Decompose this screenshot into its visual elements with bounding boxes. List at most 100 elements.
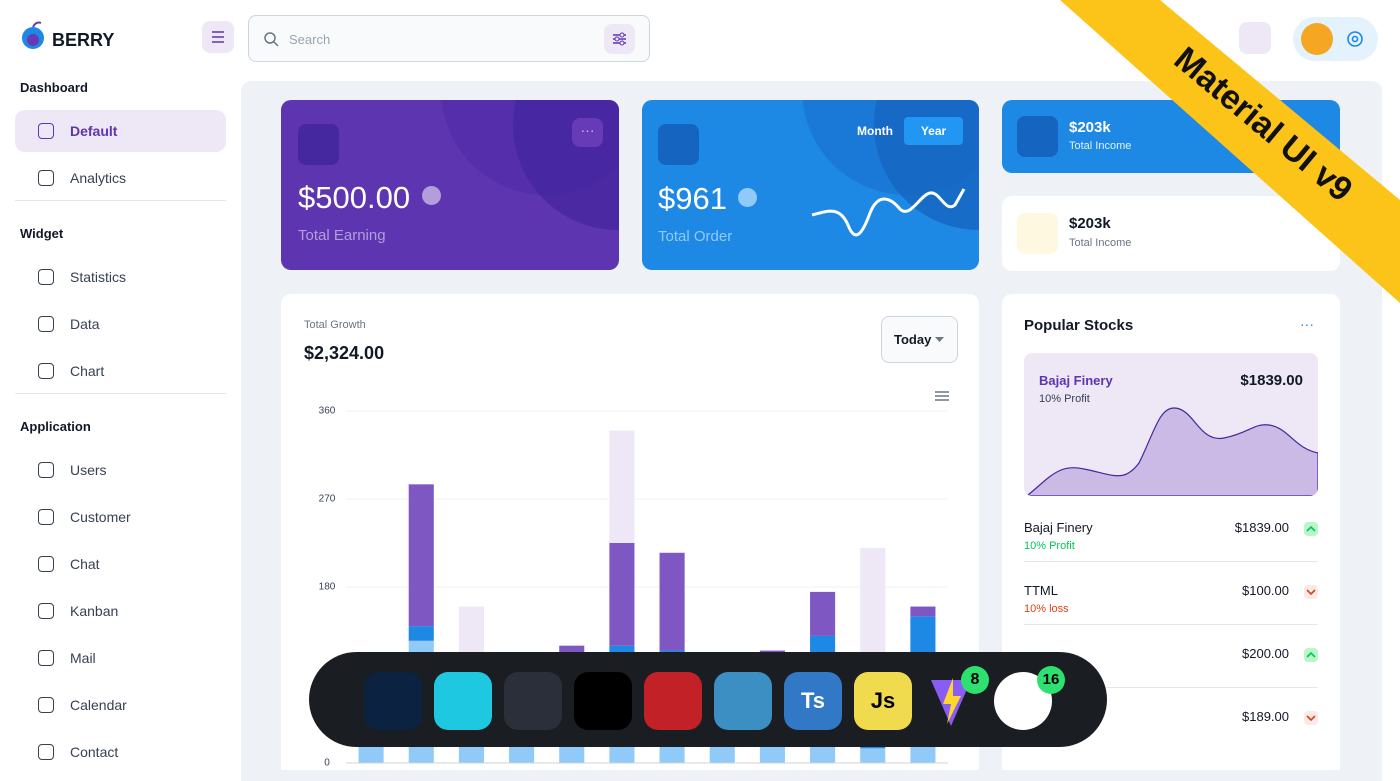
tech-dock: Ts Js 8 16 [309, 652, 1107, 747]
nav-item[interactable]: Contact [15, 731, 226, 773]
divider [15, 200, 226, 201]
badge: 8 [961, 666, 989, 694]
divider [15, 393, 226, 394]
income-label: Total Income [1069, 140, 1132, 152]
nav-label: Chart [70, 363, 105, 379]
filter-button[interactable] [604, 24, 635, 54]
stock-price: $100.00 [1242, 583, 1289, 598]
stock-change: 10% loss [1024, 603, 1069, 615]
nav-label: Users [70, 462, 107, 478]
chart-menu[interactable] [935, 391, 949, 401]
order-badge [738, 188, 757, 207]
bar-segment [860, 748, 886, 763]
stock-change: 10% Profit [1024, 540, 1075, 552]
period-select[interactable]: Today [881, 316, 958, 363]
stock-price: $189.00 [1242, 709, 1289, 724]
nav-icon [38, 650, 54, 666]
section-title: Dashboard [20, 80, 88, 95]
trend-badge [1304, 648, 1318, 662]
nav-icon [38, 697, 54, 713]
sidebar: Dashboard Default Analytics Widget Statistic… [0, 80, 240, 770]
react-icon [434, 672, 492, 730]
bar-segment [609, 543, 635, 646]
figma-icon [574, 672, 632, 730]
featured-price: $1839.00 [1240, 372, 1303, 389]
typescript-icon: Ts [784, 672, 842, 730]
order-value: $961 [658, 181, 727, 216]
order-icon [658, 124, 699, 165]
nav-item[interactable]: Analytics [15, 157, 226, 199]
nav-label: Analytics [70, 170, 127, 186]
income-label: Total Income [1069, 237, 1132, 249]
nav-icon [38, 744, 54, 760]
income-value: $203k [1069, 119, 1111, 136]
bar-segment [609, 430, 635, 543]
year-tab[interactable]: Year [904, 117, 963, 145]
menu-button[interactable] [202, 21, 234, 53]
income-card: $203k Total Income [1002, 196, 1340, 271]
nav-icon [38, 269, 54, 285]
featured-area [1027, 407, 1318, 496]
nav-label: Data [70, 316, 100, 332]
npm-icon [644, 672, 702, 730]
earning-icon [298, 124, 339, 165]
earning-card: ··· $500.00 Total Earning [281, 100, 619, 270]
stocks-title: Popular Stocks [1024, 317, 1134, 334]
badge: 16 [1037, 666, 1065, 694]
nav-item[interactable]: Mail [15, 637, 226, 679]
row-divider [1024, 561, 1318, 562]
nav-item[interactable]: Statistics [15, 256, 226, 298]
nav-item[interactable]: Chat [15, 543, 226, 585]
profile-button[interactable] [1293, 17, 1378, 61]
bar-segment [408, 484, 434, 627]
earning-label: Total Earning [298, 227, 386, 244]
y-tick-label: 0 [324, 758, 330, 769]
section-title: Widget [20, 226, 64, 241]
featured-change: 10% Profit [1039, 393, 1090, 405]
nav-item[interactable]: Default [15, 110, 226, 152]
income-card: $203k Total Income [1002, 100, 1340, 173]
stock-price: $200.00 [1242, 646, 1289, 661]
react-dark-icon [504, 672, 562, 730]
nav-item[interactable]: Data [15, 303, 226, 345]
javascript-icon: Js [854, 672, 912, 730]
nav-item[interactable]: Chart [15, 350, 226, 392]
search-placeholder: Search [289, 32, 331, 47]
nav-label: Mail [70, 650, 96, 666]
nav-item[interactable]: Kanban [15, 590, 226, 632]
growth-value: $2,324.00 [304, 343, 385, 363]
bar-segment [810, 591, 836, 636]
earning-menu[interactable]: ··· [572, 118, 603, 147]
nav-item[interactable]: Calendar [15, 684, 226, 726]
nav-icon [38, 509, 54, 525]
nav-label: Calendar [70, 697, 127, 713]
nav-icon [38, 363, 54, 379]
stock-name: TTML [1024, 583, 1058, 598]
nav-label: Contact [70, 744, 119, 760]
y-tick-label: 180 [319, 582, 336, 593]
nav-label: Kanban [70, 603, 119, 619]
order-label: Total Order [658, 228, 733, 245]
trend-badge [1304, 585, 1318, 599]
notification-button[interactable] [1239, 22, 1271, 54]
featured-stock: Bajaj Finery $1839.00 10% Profit [1024, 353, 1318, 496]
nav-icon [38, 556, 54, 572]
month-tab[interactable]: Month [857, 124, 893, 138]
bird-icon [714, 672, 772, 730]
nav-icon [38, 462, 54, 478]
nav-label: Chat [70, 556, 100, 572]
row-divider [1024, 687, 1318, 688]
section-title: Application [20, 419, 91, 434]
bar-segment [709, 743, 735, 763]
mui-icon [364, 672, 422, 730]
nav-icon [38, 123, 54, 139]
nav-item[interactable]: Users [15, 449, 226, 491]
bar-segment [408, 626, 434, 641]
income-value: $203k [1069, 215, 1111, 232]
nav-label: Default [70, 123, 118, 139]
y-tick-label: 360 [319, 406, 336, 417]
stocks-menu[interactable]: ··· [1300, 316, 1314, 332]
search-box[interactable]: Search [248, 15, 650, 62]
nav-item[interactable]: Customer [15, 496, 226, 538]
brand: BERRY [52, 30, 115, 50]
